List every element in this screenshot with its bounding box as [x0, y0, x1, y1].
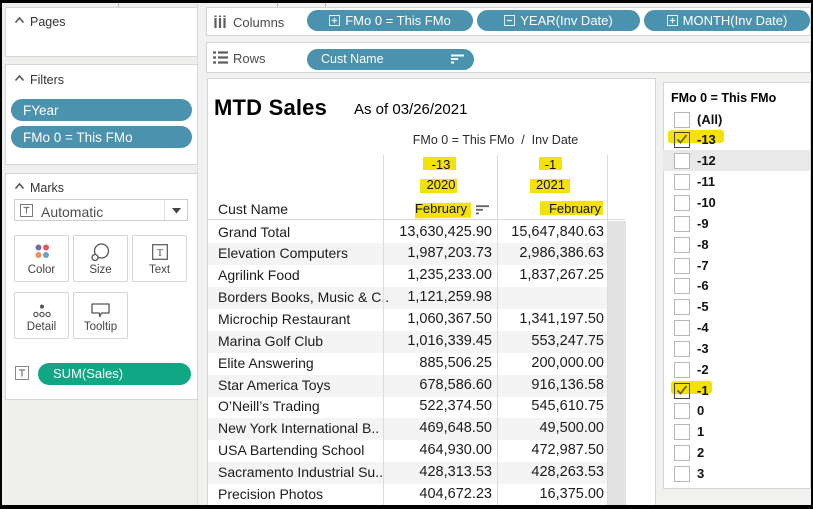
svg-text:T: T [156, 247, 163, 259]
